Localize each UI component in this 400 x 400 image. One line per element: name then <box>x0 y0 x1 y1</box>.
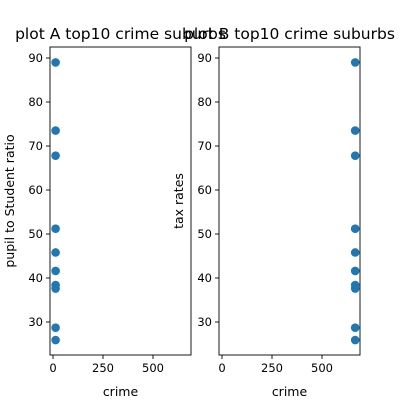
plot-b-point <box>350 58 360 67</box>
plot-a-frame <box>49 46 192 356</box>
plot-a-y-tick-label: 60 <box>28 183 43 197</box>
plot-a-point <box>51 323 60 333</box>
plot-b-y-tick-label: 80 <box>197 95 212 109</box>
plot-b-point <box>350 335 360 345</box>
plot-a-point <box>51 126 60 135</box>
plot-a-point <box>51 248 60 257</box>
plot-a-y-tick-label: 40 <box>28 271 43 285</box>
plot-b-point <box>350 266 360 276</box>
plot-b-x-tick-label: 0 <box>218 361 225 375</box>
plot-a-point <box>51 266 60 276</box>
plot-b-y-tick-label: 60 <box>197 183 212 197</box>
plot-b-y-tick-label: 40 <box>197 271 212 285</box>
plot-b-point <box>350 151 360 160</box>
plot-a-point <box>51 58 60 67</box>
plot-b-point <box>350 126 360 135</box>
plot-b-y-tick-label: 90 <box>197 51 212 65</box>
plot-a-y-tick-label: 50 <box>28 227 43 241</box>
plot-a-point <box>51 151 60 160</box>
plot-b-y-label: tax rates <box>171 173 186 229</box>
plot-a-point <box>51 335 60 345</box>
plot-b-x-label: crime <box>272 384 308 399</box>
plot-b-frame <box>218 46 361 356</box>
plot-b-point <box>350 224 360 234</box>
plot-b-y-tick-label: 50 <box>197 227 212 241</box>
plot-a-y-label: pupil to Student ratio <box>2 134 17 267</box>
plot-b-y-tick-label: 30 <box>197 315 212 329</box>
plot-a-point <box>51 284 60 293</box>
plot-a-y-tick-label: 90 <box>28 51 43 65</box>
plot-a-x-label: crime <box>103 384 139 399</box>
plot-a-y-tick-label: 30 <box>28 315 43 329</box>
plot-a-y-tick-label: 80 <box>28 95 43 109</box>
plot-b-x-tick-label: 500 <box>311 361 333 375</box>
plot-a-y-tick-label: 70 <box>28 139 43 153</box>
plot-b-title: plot B top10 crime suburbs <box>184 25 395 43</box>
plot-a-x-tick-label: 250 <box>92 361 114 375</box>
plot-b-point <box>350 323 360 333</box>
plot-b-x-tick-label: 250 <box>261 361 283 375</box>
plot-a-point <box>51 224 60 234</box>
plot-a-x-tick-label: 0 <box>49 361 56 375</box>
plot-b-point <box>350 284 360 293</box>
plot-b-axes: 0 250 500 30 40 50 60 70 80 90 crime tax rates plot … <box>171 25 395 399</box>
plot-b-point <box>350 248 360 257</box>
plot-b-y-tick-label: 70 <box>197 139 212 153</box>
plot-a-x-tick-label: 500 <box>142 361 164 375</box>
plot-a-title: plot A top10 crime suburbs <box>15 25 226 43</box>
